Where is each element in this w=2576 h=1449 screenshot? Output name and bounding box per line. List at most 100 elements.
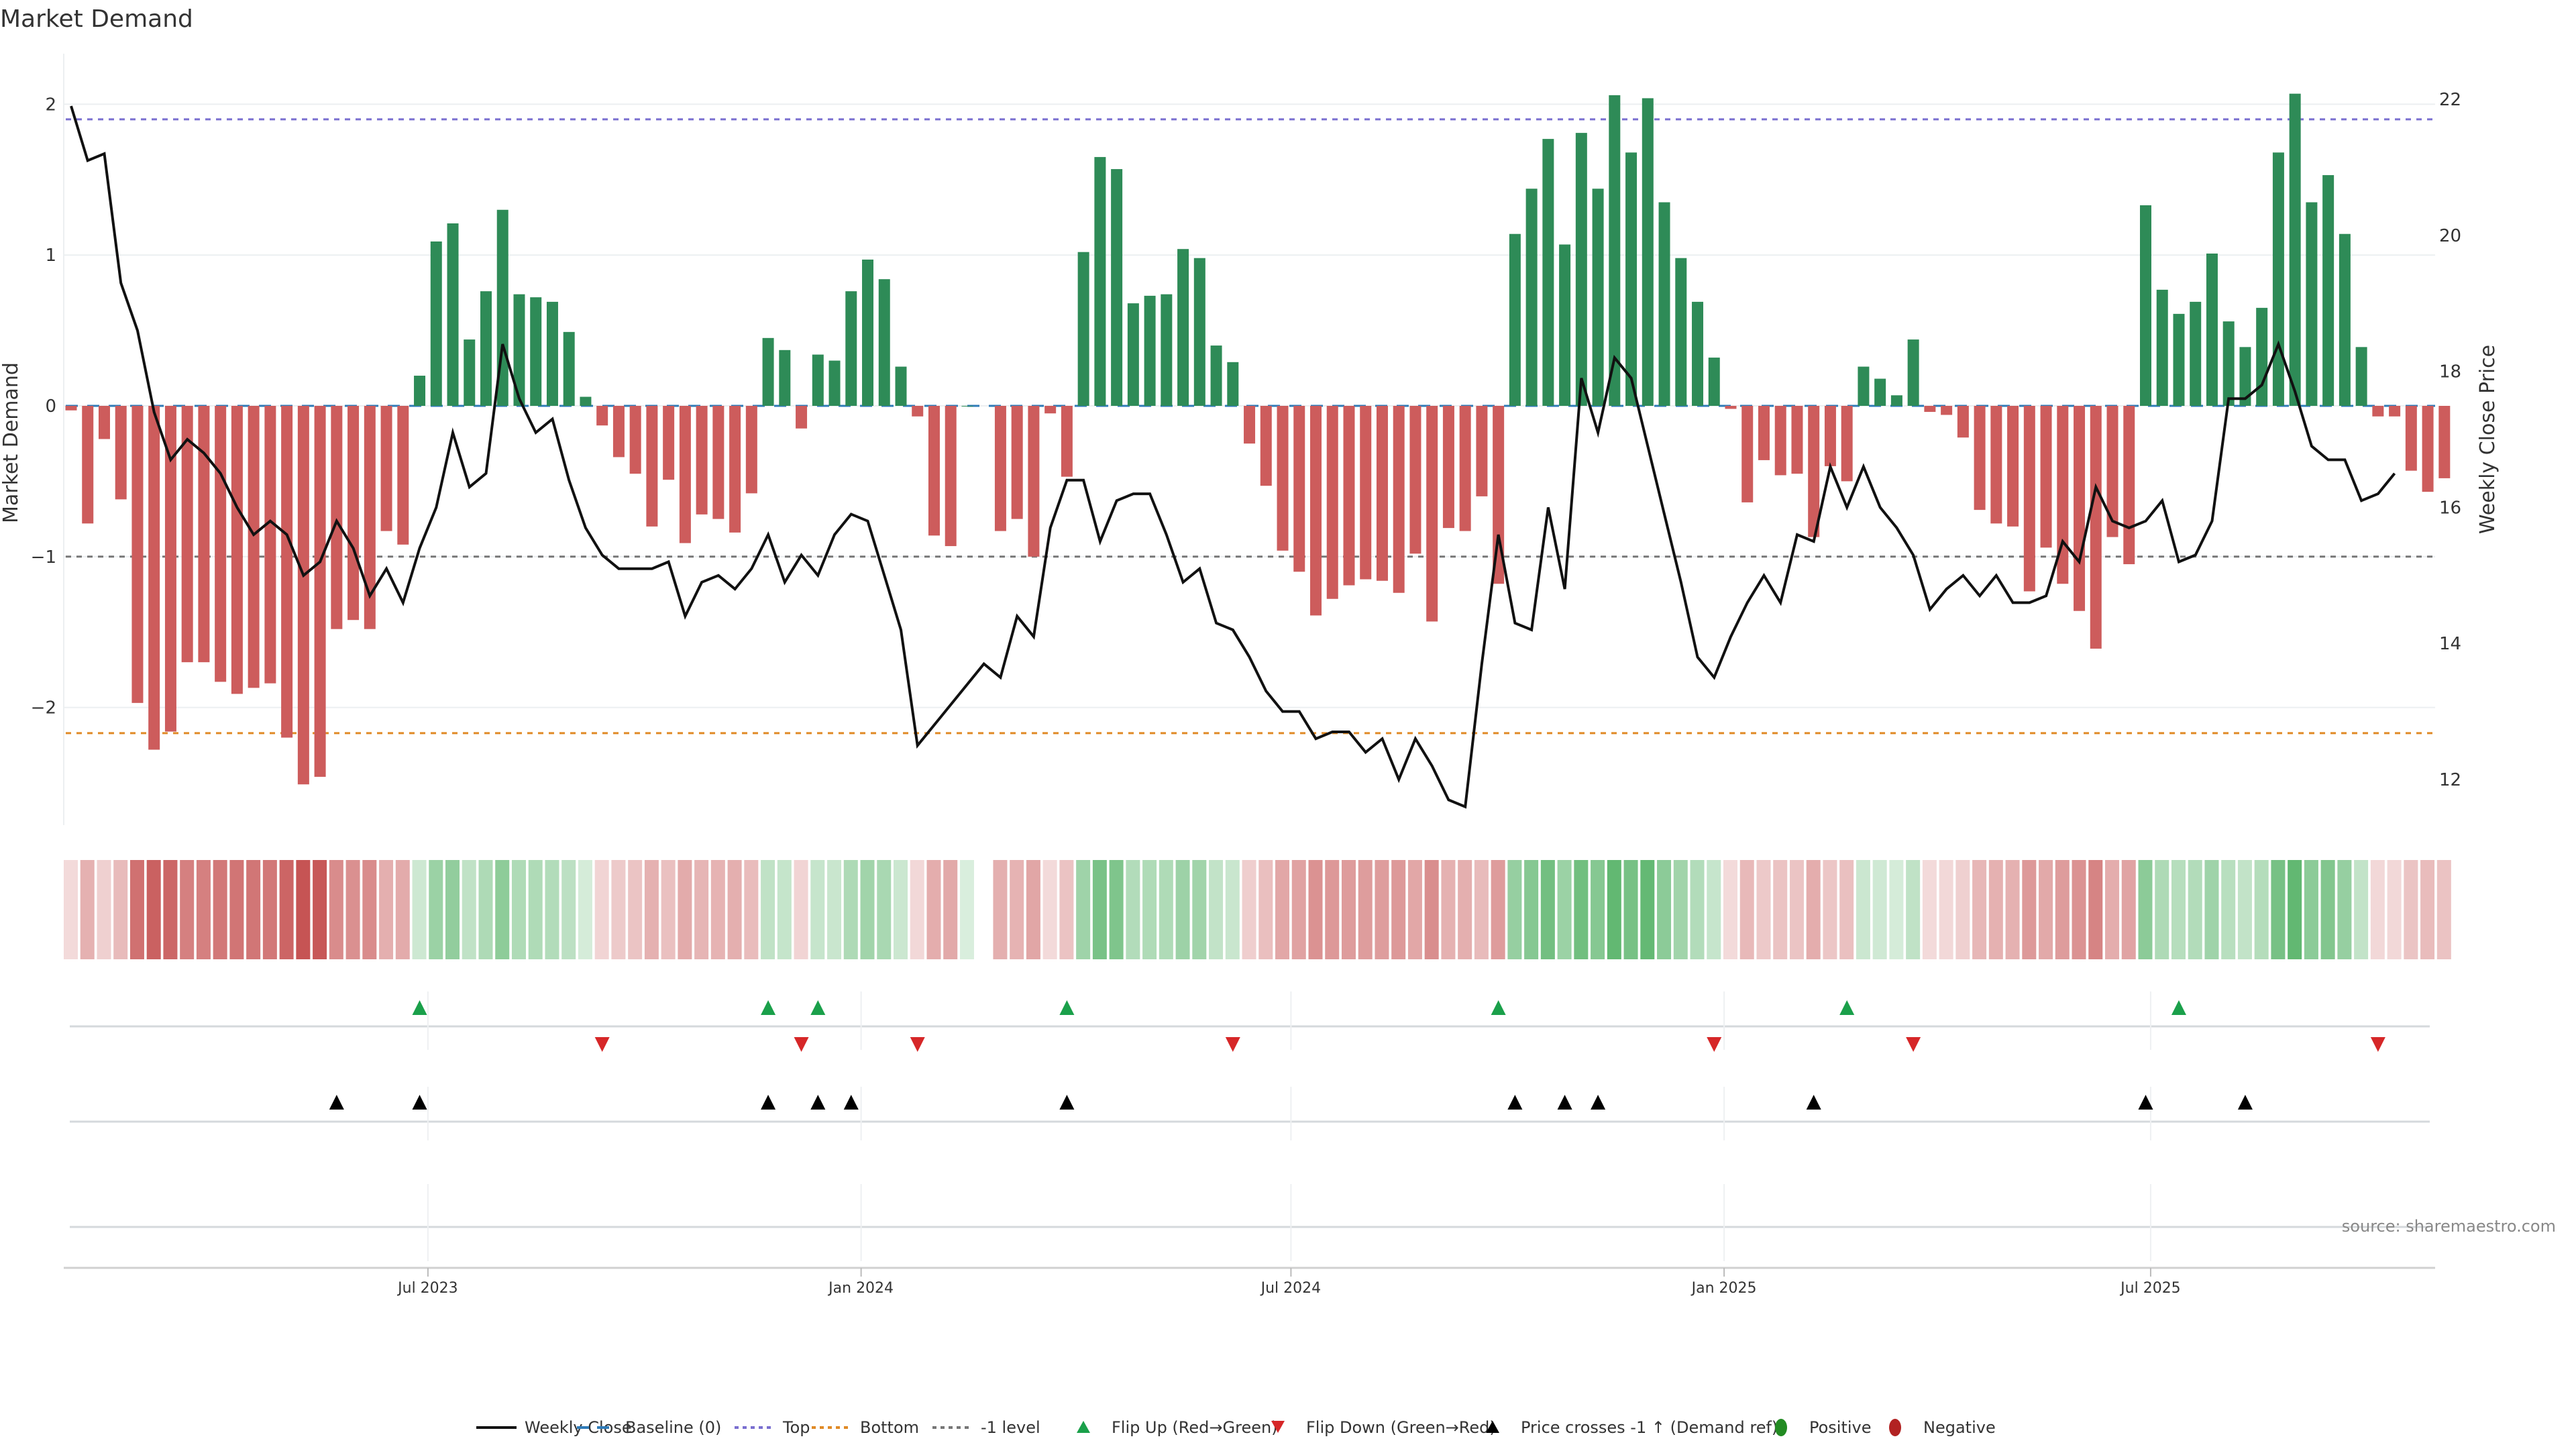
negative-bar [994, 406, 1006, 531]
negative-bar [2090, 406, 2102, 649]
negative-bar [729, 406, 741, 533]
heatmap-cell [1010, 860, 1024, 959]
heatmap-cell [644, 860, 659, 959]
positive-bar [1675, 258, 1687, 406]
negative-bar [1244, 406, 1256, 444]
heatmap-cell [362, 860, 377, 959]
heatmap-cell [1922, 860, 1937, 959]
heatmap-cell [993, 860, 1008, 959]
positive-bar [845, 291, 857, 406]
heatmap-cell [926, 860, 941, 959]
negative-bar [164, 406, 176, 732]
heatmap-cell [1341, 860, 1356, 959]
positive-bar [1077, 252, 1089, 406]
heatmap-cell [2155, 860, 2169, 959]
legend-label: Flip Down (Green→Red) [1306, 1418, 1496, 1437]
legend-label: Positive [1809, 1418, 1872, 1437]
heatmap-cell [1092, 860, 1107, 959]
legend-item: -1 level [932, 1418, 1040, 1437]
negative-bar [1409, 406, 1421, 554]
heatmap-cell [2138, 860, 2153, 959]
negative-bar [663, 406, 675, 480]
heatmap-cell [64, 860, 78, 959]
negative-bar [679, 406, 691, 543]
positive-bar [1227, 362, 1239, 406]
heatmap-cell [1491, 860, 1505, 959]
negative-bar [796, 406, 808, 429]
negative-bar [1293, 406, 1305, 572]
heatmap-cell [1839, 860, 1854, 959]
negative-bar [281, 406, 293, 738]
positive-bar [447, 223, 459, 406]
negative-bar [2123, 406, 2135, 565]
y-axis-label: Market Demand [0, 362, 23, 523]
legend-item: Price crosses -1 ↑ (Demand ref) [1486, 1418, 1778, 1437]
heatmap-cell [2387, 860, 2402, 959]
heatmap-cell [1441, 860, 1456, 959]
negative-bar [1326, 406, 1338, 599]
negative-bar [646, 406, 658, 527]
heatmap-cell [495, 860, 510, 959]
negative-bar [1476, 406, 1488, 496]
heatmap-cell [777, 860, 792, 959]
positive-bar [1144, 295, 1156, 406]
flip-up-marker [810, 1000, 826, 1015]
positive-bar [1907, 339, 1919, 406]
heatmap-cell [1026, 860, 1040, 959]
heatmap-cell [113, 860, 128, 959]
heatmap-cell [1474, 860, 1489, 959]
heatmap-cell [445, 860, 460, 959]
positive-bar [1193, 258, 1205, 406]
positive-bar [2156, 289, 2168, 406]
positive-bar [1708, 358, 1720, 406]
positive-bar [2322, 175, 2334, 406]
legend-item: Negative [1889, 1418, 1996, 1437]
y-tick-label: 2 [45, 95, 56, 115]
positive-bar [828, 360, 841, 406]
heatmap-cell [462, 860, 476, 959]
heatmap-cell [2105, 860, 2120, 959]
price-cross-marker [1507, 1095, 1523, 1110]
heatmap-cell [628, 860, 643, 959]
negative-bar [1310, 406, 1322, 616]
y-tick-label: −1 [31, 547, 56, 568]
negative-bar [314, 406, 326, 777]
negative-bar [629, 406, 641, 474]
positive-bar [2173, 313, 2185, 406]
heatmap-cell [2370, 860, 2385, 959]
positive-bar [878, 279, 890, 406]
negative-bar [264, 406, 276, 684]
heatmap-cell [1607, 860, 1621, 959]
positive-bar [762, 337, 774, 406]
heatmap-cell [478, 860, 493, 959]
negative-bar [148, 406, 160, 750]
heatmap-cell [661, 860, 676, 959]
heatmap-cell [97, 860, 111, 959]
y2-tick-label: 22 [2439, 90, 2461, 110]
positive-bar [430, 241, 442, 406]
negative-bar [1493, 406, 1505, 584]
heatmap-cell [146, 860, 161, 959]
positive-bar [1625, 152, 1638, 406]
negative-bar [231, 406, 243, 694]
heatmap-cell [1723, 860, 1737, 959]
positive-bar [2355, 347, 2367, 406]
flip-up-marker [1491, 1000, 1506, 1015]
positive-bar [961, 406, 973, 407]
heatmap-cell [2436, 860, 2451, 959]
positive-bar [2206, 253, 2218, 406]
heatmap-cell [1988, 860, 2003, 959]
heatmap-cell [1358, 860, 1373, 959]
x-tick-label: Jul 2024 [1260, 1280, 1322, 1297]
negative-bar [612, 406, 625, 458]
legend-label: Negative [1923, 1418, 1996, 1437]
positive-bar [2140, 205, 2151, 406]
heatmap-cell [827, 860, 842, 959]
weekly-close-line [70, 105, 2396, 809]
y2-tick-label: 16 [2439, 498, 2461, 518]
price-cross-marker [2237, 1095, 2253, 1110]
price-cross-marker [1059, 1095, 1075, 1110]
heatmap-cell [2271, 860, 2286, 959]
x-tick-label: Jan 2025 [1690, 1280, 1757, 1297]
